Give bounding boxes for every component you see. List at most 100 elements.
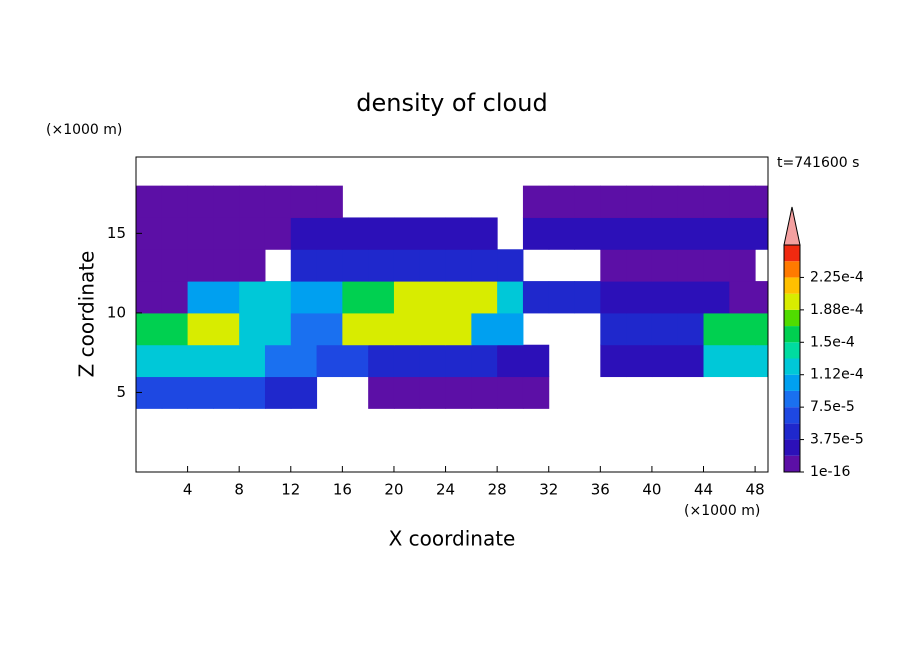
cell [677, 344, 705, 378]
cell [342, 217, 369, 250]
x-tick-label: 28 [488, 481, 507, 499]
x-tick-label: 20 [384, 481, 403, 499]
cell [471, 312, 498, 346]
cell [651, 217, 679, 250]
x-axis-label: X coordinate [389, 527, 516, 551]
cell [239, 249, 266, 282]
cell [522, 217, 550, 250]
cell [755, 217, 769, 250]
cell [342, 312, 369, 346]
x-tick-label: 16 [333, 481, 352, 499]
cell [574, 281, 601, 314]
cell [677, 249, 705, 282]
cell [264, 376, 292, 409]
cell [445, 249, 472, 282]
cell [729, 249, 756, 282]
cell [393, 344, 421, 378]
cell [239, 344, 266, 378]
cell [161, 344, 189, 378]
cell [239, 312, 266, 346]
y-tick-label: 15 [107, 224, 126, 242]
cell [187, 249, 214, 282]
cell [213, 312, 240, 346]
cell [626, 217, 653, 250]
cell [316, 185, 343, 218]
cell [497, 344, 524, 378]
cell [729, 217, 756, 250]
colorbar-tick-label: 1e-16 [810, 464, 850, 480]
cell [264, 281, 292, 314]
x-tick-label: 24 [436, 481, 455, 499]
cell [419, 281, 447, 314]
cell [161, 217, 189, 250]
cell [316, 344, 343, 378]
cell [213, 249, 240, 282]
x-tick-label: 40 [642, 481, 661, 499]
cell [368, 249, 395, 282]
cell [264, 185, 292, 218]
cell [316, 312, 343, 346]
cell [264, 217, 292, 250]
colorbar-extend [783, 206, 801, 246]
colorbar-tick-label: 1.88e-4 [810, 302, 864, 318]
cell [213, 281, 240, 314]
colorbar-band [784, 407, 800, 424]
cell [264, 312, 292, 346]
cell [393, 312, 421, 346]
cell [600, 281, 627, 314]
cell [548, 281, 576, 314]
cell [213, 344, 240, 378]
cell [755, 185, 769, 218]
y-tick-label: 10 [107, 303, 126, 321]
cell [264, 344, 292, 378]
colorbar-band [784, 293, 800, 310]
cell [497, 249, 524, 282]
colorbar-band [784, 245, 800, 262]
cell [187, 312, 214, 346]
cell [497, 376, 524, 409]
colorbar-band [784, 326, 800, 343]
cell [161, 376, 189, 409]
cell [368, 217, 395, 250]
chart-title: density of cloud [356, 89, 547, 117]
cell [703, 249, 730, 282]
x-tick-label: 36 [591, 481, 610, 499]
cell [213, 217, 240, 250]
cell [651, 344, 679, 378]
cell [729, 312, 756, 346]
cell [290, 185, 318, 218]
cell [161, 185, 189, 218]
cell [729, 344, 756, 378]
cell [187, 185, 214, 218]
cell [419, 376, 447, 409]
cell [213, 376, 240, 409]
cell [677, 312, 705, 346]
cell [522, 281, 550, 314]
cell [703, 312, 730, 346]
x-tick-label: 32 [539, 481, 558, 499]
colorbar-band [784, 390, 800, 408]
cell [187, 344, 214, 378]
x-tick-label: 4 [183, 481, 193, 499]
cell [368, 312, 395, 346]
cell [497, 281, 524, 314]
cell [729, 281, 756, 314]
cell [290, 217, 318, 250]
cell [419, 312, 447, 346]
cell [187, 217, 214, 250]
x-tick-label: 12 [281, 481, 300, 499]
cell [316, 249, 343, 282]
colorbar-tick-label: 3.75e-5 [810, 432, 864, 448]
cell [574, 217, 601, 250]
cell [393, 249, 421, 282]
cell [342, 281, 369, 314]
cell [239, 217, 266, 250]
cell [161, 312, 189, 346]
cell [290, 344, 318, 378]
y-unit: (×1000 m) [46, 122, 122, 138]
x-tick-label: 48 [746, 481, 765, 499]
cell [522, 185, 550, 218]
y-axis-label: Z coordinate [75, 251, 99, 378]
cell [651, 281, 679, 314]
